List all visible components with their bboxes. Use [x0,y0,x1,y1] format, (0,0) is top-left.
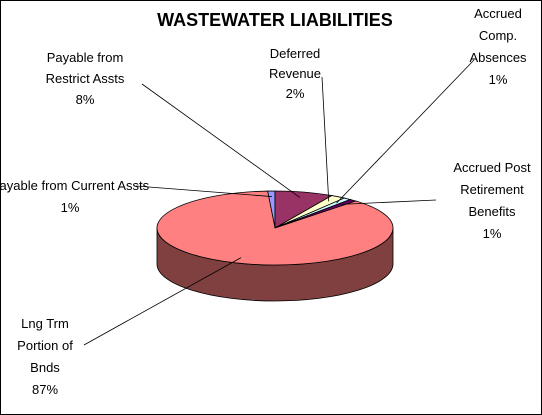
slice-label-line: Accrued [474,6,522,21]
leader-line [336,59,475,204]
slice-value-label: 8% [76,92,95,107]
slice-value-label: 1% [483,226,502,241]
slice-value-label: 2% [286,86,305,101]
chart-title: WASTEWATER LIABILITIES [157,10,393,30]
slice-label-line: Deferred [270,46,321,61]
leader-line [83,257,242,346]
slice-label-line: Payable from Current Assts [0,178,150,193]
slice-label: Payable from Current Assts [0,178,150,193]
slice-label-line: Absences [469,50,527,65]
slice-label-line: Payable from [47,50,124,65]
slice-label-line: Lng Trm [21,316,69,331]
leader-line [135,185,272,197]
slice-value-label: 1% [61,200,80,215]
leader-line [321,76,330,202]
slice-value-label: 1% [489,72,508,87]
slice-label: Lng Trm Portion of Bnds [17,316,73,375]
leader-line [141,83,301,198]
slice-label: Accrued Comp. Absences [469,6,527,65]
slice-label-line: Portion of [17,338,73,353]
slice-label: Payable from Restrict Assts [46,50,125,86]
slice-label: Deferred Revenue [269,46,321,81]
leader-line [341,199,437,205]
slice-label: Accrued Post Retirement Benefits [453,160,531,219]
slice-value-label: 87% [32,382,58,397]
slice-label-line: Revenue [269,66,321,81]
slice-label-line: Comp. [479,28,517,43]
slice-label-line: Accrued Post [453,160,531,175]
slice-label-line: Benefits [469,204,516,219]
slice-label-line: Restrict Assts [46,71,125,86]
slice-label-line: Retirement [460,182,524,197]
slice-label-line: Bnds [30,360,60,375]
pie-slice [156,190,394,266]
